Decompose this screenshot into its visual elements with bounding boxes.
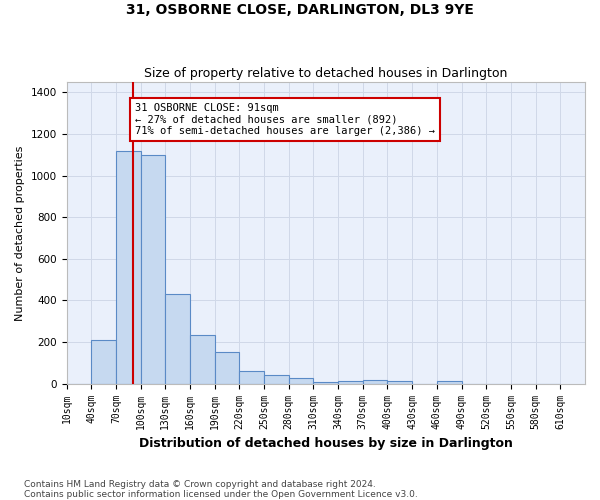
Text: 31 OSBORNE CLOSE: 91sqm
← 27% of detached houses are smaller (892)
71% of semi-d: 31 OSBORNE CLOSE: 91sqm ← 27% of detache… bbox=[135, 103, 435, 136]
Bar bbox=[165, 294, 190, 384]
Bar bbox=[338, 380, 363, 384]
Bar bbox=[264, 376, 289, 384]
Bar bbox=[313, 382, 338, 384]
Bar bbox=[91, 340, 116, 384]
X-axis label: Distribution of detached houses by size in Darlington: Distribution of detached houses by size … bbox=[139, 437, 513, 450]
Bar bbox=[190, 335, 215, 384]
Text: 31, OSBORNE CLOSE, DARLINGTON, DL3 9YE: 31, OSBORNE CLOSE, DARLINGTON, DL3 9YE bbox=[126, 2, 474, 16]
Bar bbox=[239, 371, 264, 384]
Bar bbox=[140, 155, 165, 384]
Text: Contains HM Land Registry data © Crown copyright and database right 2024.
Contai: Contains HM Land Registry data © Crown c… bbox=[24, 480, 418, 499]
Y-axis label: Number of detached properties: Number of detached properties bbox=[15, 145, 25, 320]
Bar bbox=[388, 380, 412, 384]
Bar bbox=[116, 150, 140, 384]
Bar bbox=[289, 378, 313, 384]
Bar bbox=[363, 380, 388, 384]
Bar bbox=[437, 380, 461, 384]
Title: Size of property relative to detached houses in Darlington: Size of property relative to detached ho… bbox=[144, 66, 508, 80]
Bar bbox=[215, 352, 239, 384]
